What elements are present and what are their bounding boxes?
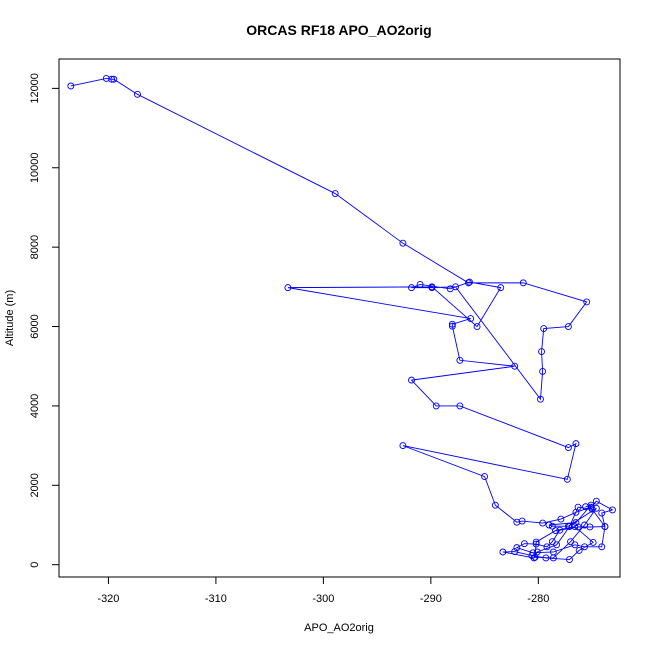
data-point bbox=[592, 497, 600, 505]
data-point bbox=[446, 285, 454, 293]
data-point bbox=[491, 501, 499, 509]
data-point bbox=[557, 515, 565, 523]
data-point bbox=[564, 522, 572, 530]
data-point bbox=[556, 526, 564, 534]
data-point bbox=[564, 444, 572, 452]
data-point bbox=[467, 315, 475, 323]
data-point bbox=[540, 325, 548, 332]
x-axis: -320 -310 -300 -290 -280 bbox=[97, 576, 549, 605]
data-point bbox=[456, 402, 464, 410]
y-tick-label: 4000 bbox=[29, 394, 41, 418]
data-point bbox=[497, 284, 505, 292]
data-point bbox=[589, 539, 597, 546]
y-tick-label: 0 bbox=[29, 562, 41, 568]
data-point bbox=[511, 548, 519, 556]
data-point bbox=[518, 517, 526, 525]
series-layer bbox=[67, 74, 616, 563]
data-point bbox=[564, 323, 572, 330]
data-point bbox=[574, 523, 582, 531]
data-point bbox=[416, 281, 424, 288]
data-point bbox=[592, 504, 600, 512]
data-point bbox=[102, 74, 110, 82]
data-point bbox=[331, 190, 339, 198]
data-point bbox=[598, 543, 606, 551]
data-point bbox=[499, 548, 507, 556]
data-point bbox=[110, 75, 118, 83]
data-point bbox=[537, 395, 544, 403]
x-tick-label: -290 bbox=[420, 593, 442, 605]
x-tick-label: -300 bbox=[312, 593, 334, 605]
series-line bbox=[70, 77, 614, 560]
data-point bbox=[575, 546, 583, 554]
data-point bbox=[448, 320, 456, 328]
data-point bbox=[582, 503, 590, 511]
data-point bbox=[583, 298, 591, 306]
data-point bbox=[67, 82, 75, 90]
data-point bbox=[399, 239, 407, 247]
data-point bbox=[519, 279, 527, 287]
data-point bbox=[609, 506, 616, 514]
data-point bbox=[284, 284, 292, 292]
data-point bbox=[528, 552, 536, 560]
data-point bbox=[520, 540, 528, 548]
data-point bbox=[572, 440, 580, 448]
data-point bbox=[563, 475, 571, 483]
data-point bbox=[549, 554, 557, 562]
data-point bbox=[428, 283, 436, 291]
data-point bbox=[466, 278, 473, 286]
data-point bbox=[552, 527, 559, 535]
x-tick-label: -280 bbox=[527, 593, 549, 605]
data-point bbox=[134, 90, 141, 98]
data-point bbox=[545, 521, 553, 529]
data-point bbox=[574, 503, 582, 511]
y-tick-label: 2000 bbox=[29, 473, 41, 497]
data-point bbox=[473, 323, 481, 330]
data-point bbox=[553, 541, 561, 549]
y-tick-label: 8000 bbox=[29, 235, 41, 259]
y-axis-label: Altitude (m) bbox=[4, 290, 16, 346]
data-point bbox=[539, 367, 547, 375]
data-point bbox=[581, 543, 588, 551]
x-tick-label: -320 bbox=[97, 593, 119, 605]
data-point bbox=[465, 279, 472, 287]
data-point bbox=[538, 348, 545, 355]
y-tick-label: 6000 bbox=[29, 314, 41, 338]
data-point bbox=[108, 75, 116, 83]
data-point bbox=[408, 284, 415, 292]
data-point bbox=[566, 556, 573, 563]
data-point bbox=[567, 538, 575, 546]
data-point bbox=[530, 554, 538, 562]
data-point bbox=[548, 522, 556, 530]
data-point bbox=[432, 402, 440, 410]
data-point bbox=[408, 376, 415, 384]
data-point bbox=[481, 473, 489, 481]
chart-title: ORCAS RF18 APO_AO2orig bbox=[246, 22, 431, 38]
data-point bbox=[532, 538, 540, 546]
data-point bbox=[572, 519, 580, 527]
data-point bbox=[542, 554, 550, 562]
data-point bbox=[448, 322, 456, 330]
y-axis: 0 2000 4000 6000 8000 10000 12000 bbox=[29, 73, 60, 568]
data-point bbox=[531, 553, 539, 561]
data-point bbox=[532, 540, 540, 548]
data-point bbox=[543, 543, 551, 551]
data-point bbox=[511, 362, 519, 370]
data-point bbox=[539, 519, 547, 527]
plot-frame bbox=[58, 58, 621, 578]
data-point bbox=[571, 523, 579, 531]
data-point bbox=[581, 521, 588, 529]
data-point bbox=[456, 356, 464, 364]
data-point bbox=[513, 544, 521, 552]
data-point bbox=[399, 442, 407, 450]
y-tick-label: 10000 bbox=[29, 152, 41, 183]
y-tick-label: 12000 bbox=[29, 73, 41, 104]
x-axis-label: APO_AO2orig bbox=[304, 622, 374, 634]
data-point bbox=[601, 523, 609, 531]
data-point bbox=[598, 509, 606, 517]
data-point bbox=[588, 505, 596, 513]
x-tick-label: -310 bbox=[205, 593, 227, 605]
